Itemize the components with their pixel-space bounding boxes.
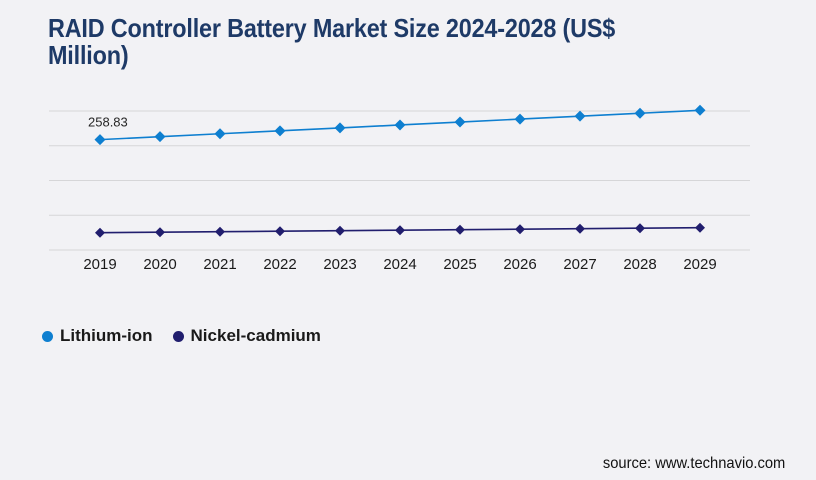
marker-nickel-cadmium-2026	[515, 224, 525, 235]
x-axis-label-2021: 2021	[203, 256, 236, 273]
x-axis-label-2023: 2023	[323, 256, 356, 273]
x-axis-label-2027: 2027	[563, 256, 596, 273]
lithium-ion-legend-dot-icon	[42, 330, 53, 342]
chart-legend: Lithium-ion Nickel-cadmium	[42, 326, 321, 346]
marker-lithium-ion-2025	[454, 116, 466, 128]
marker-nickel-cadmium-2025	[455, 224, 465, 235]
marker-lithium-ion-2022	[274, 125, 286, 137]
marker-nickel-cadmium-2019	[95, 227, 105, 238]
marker-lithium-ion-2023	[334, 122, 346, 134]
marker-nickel-cadmium-2024	[395, 225, 405, 236]
marker-lithium-ion-2029	[694, 104, 706, 116]
marker-nickel-cadmium-2022	[275, 226, 285, 237]
marker-nickel-cadmium-2021	[215, 226, 225, 237]
x-axis-label-2019: 2019	[83, 256, 116, 273]
gridlines	[49, 110, 750, 251]
marker-lithium-ion-2021	[214, 128, 226, 140]
x-axis-label-2024: 2024	[383, 256, 416, 273]
x-axis-labels: 2019 2020 2021 2022 2023 2024 2025 2026 2027 2028…	[83, 256, 716, 273]
x-axis-label-2020: 2020	[143, 256, 176, 273]
source-attribution: source: www.technavio.com	[602, 455, 785, 472]
marker-lithium-ion-2024	[394, 119, 406, 131]
marker-lithium-ion-2019	[94, 134, 106, 146]
legend-item-nickel-cadmium: Nickel-cadmium	[172, 326, 321, 346]
marker-nickel-cadmium-2020	[155, 227, 165, 238]
x-axis-label-2022: 2022	[263, 256, 296, 273]
marker-lithium-ion-2027	[574, 110, 586, 122]
chart-title: RAID Controller Battery Market Size 2024…	[48, 13, 616, 70]
nickel-cadmium-legend-label: Nickel-cadmium	[190, 326, 321, 345]
marker-lithium-ion-2026	[514, 113, 526, 125]
x-axis-label-2025: 2025	[443, 256, 476, 273]
legend-item-lithium-ion: Lithium-ion	[42, 326, 153, 346]
nickel-cadmium-legend-dot-icon	[172, 330, 184, 342]
lithium-ion-legend-label: Lithium-ion	[60, 326, 153, 345]
marker-nickel-cadmium-2027	[575, 223, 585, 234]
marker-nickel-cadmium-2029	[695, 222, 705, 233]
marker-nickel-cadmium-2023	[335, 225, 345, 236]
data-label-2019: 258.83	[88, 115, 128, 130]
series-lithium-ion	[94, 104, 706, 146]
marker-lithium-ion-2028	[634, 107, 646, 119]
x-axis-label-2029: 2029	[683, 256, 716, 273]
marker-nickel-cadmium-2028	[635, 223, 645, 234]
series-nickel-cadmium	[95, 222, 705, 238]
x-axis-label-2026: 2026	[503, 256, 536, 273]
x-axis-label-2028: 2028	[623, 256, 656, 273]
marker-lithium-ion-2020	[154, 131, 166, 143]
